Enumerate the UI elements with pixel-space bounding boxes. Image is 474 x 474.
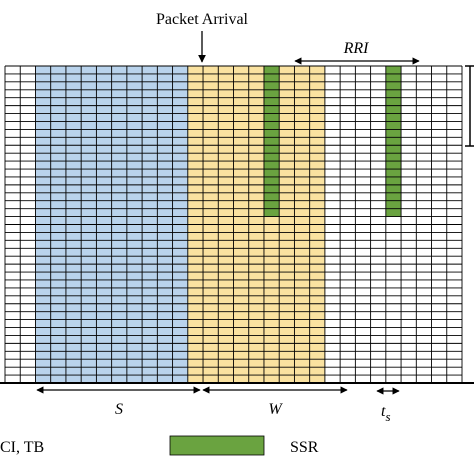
legend-ssr-swatch	[169, 435, 265, 456]
ts-label: ts	[381, 403, 391, 424]
legend-ssr-label: SSR	[290, 439, 319, 456]
resource-grid	[0, 65, 474, 384]
legend-ci-tb-label: CI, TB	[0, 439, 44, 456]
w-label: W	[268, 401, 283, 418]
rri-label: RRI	[343, 40, 370, 57]
packet-arrival-label: Packet Arrival	[156, 11, 249, 28]
ssr-block-2	[385, 66, 402, 217]
ssr-block-1	[263, 66, 280, 217]
right-ellipsis: ⋮	[469, 271, 474, 286]
s-label: S	[115, 401, 123, 418]
